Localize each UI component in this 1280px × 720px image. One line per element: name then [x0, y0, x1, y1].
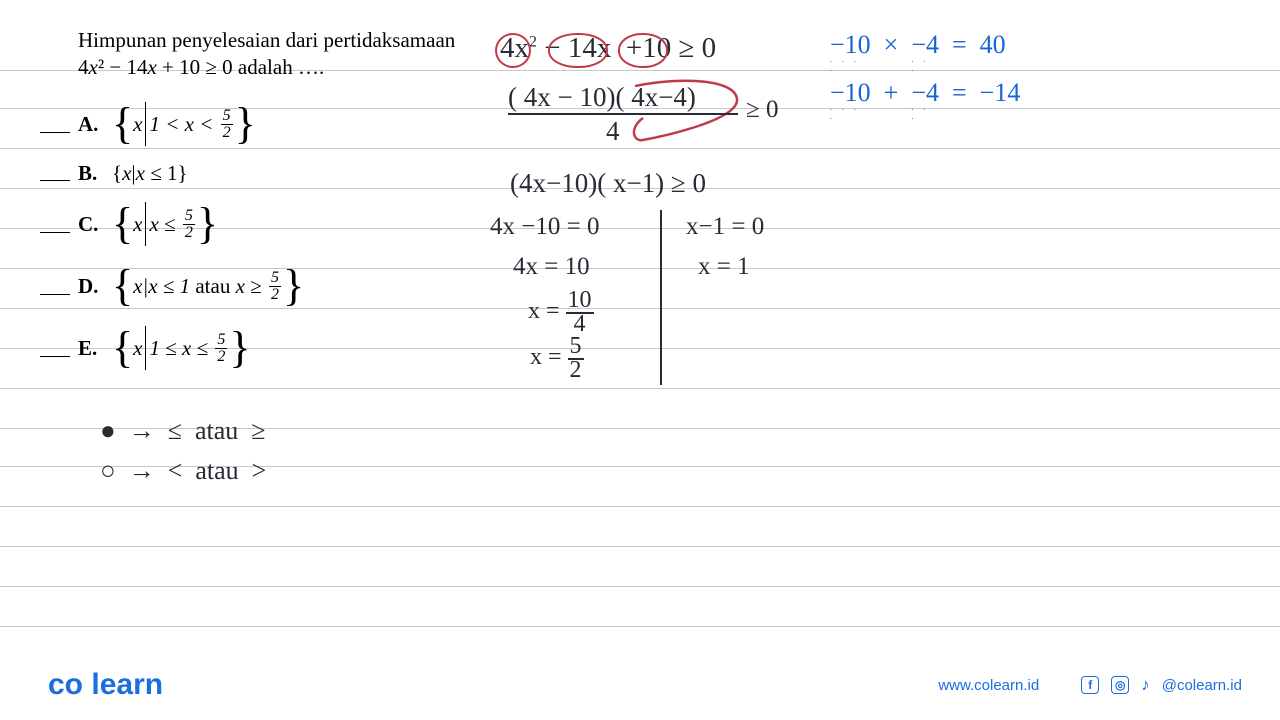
- hw-blue2: −10. . . . + −4. . . = −14: [830, 78, 1020, 108]
- red-circle-3: [618, 33, 668, 68]
- hw-ge0-1: ≥ 0: [746, 96, 778, 124]
- hw-c2-1: x = 1: [698, 253, 750, 281]
- red-circle-1: [495, 33, 531, 68]
- logo: co learn: [48, 668, 163, 702]
- option-b: B. {x|x ≤ 1}: [78, 153, 304, 193]
- question-line1: Himpunan penyelesaian dari pertidaksamaa…: [78, 28, 455, 53]
- hw-legend2: ○ → < atau >: [100, 456, 266, 486]
- options-block: A. { x1 < x < 52 } B. {x|x ≤ 1} C. { xx …: [78, 95, 304, 377]
- option-c-cond: x ≤: [149, 212, 180, 237]
- option-e: E. { x1 ≤ x ≤ 52 }: [78, 319, 304, 377]
- hw-legend1: ● → ≤ atau ≥: [100, 416, 266, 446]
- footer-handle: @colearn.id: [1162, 677, 1242, 694]
- question-line2: 4x² − 14x + 10 ≥ 0 adalah ….: [78, 55, 455, 80]
- red-loop-icon: [625, 78, 755, 156]
- tiktok-icon: ♪: [1141, 675, 1150, 695]
- facebook-icon: f: [1081, 676, 1099, 694]
- hw-c1-0: 4x −10 = 0: [490, 213, 599, 241]
- hw-expr1: 4x2 − 14x +10 ≥ 0: [500, 32, 716, 65]
- instagram-icon: ◎: [1111, 676, 1129, 694]
- option-d-cond: x ≤ 1 atau x ≥: [148, 274, 267, 299]
- option-a: A. { x1 < x < 52 }: [78, 95, 304, 153]
- option-e-cond: 1 ≤ x ≤: [149, 336, 213, 361]
- hw-c1-1: 4x = 10: [513, 253, 590, 281]
- hw-c1-2: x = 104: [528, 290, 594, 335]
- option-a-cond: 1 < x <: [149, 112, 218, 137]
- hw-c1-3: x = 52: [530, 336, 584, 381]
- hw-denom: 4: [606, 116, 620, 147]
- footer: co learn www.colearn.id f ◎ ♪ @colearn.i…: [0, 668, 1280, 702]
- red-circle-2: [548, 33, 608, 68]
- question-block: Himpunan penyelesaian dari pertidaksamaa…: [78, 28, 455, 80]
- footer-url: www.colearn.id: [938, 677, 1039, 694]
- hw-c2-0: x−1 = 0: [686, 213, 764, 241]
- hw-factored2: (4x−10)( x−1) ≥ 0: [510, 168, 706, 199]
- hw-fracline: [508, 113, 738, 115]
- hw-blue1: −10. . . . × −4. . . = 40: [830, 30, 1006, 60]
- option-c: C. { xx ≤ 52 }: [78, 195, 304, 253]
- option-d: D. { x|x ≤ 1 atau x ≥ 52 }: [78, 257, 304, 315]
- footer-right: www.colearn.id f ◎ ♪ @colearn.id: [938, 675, 1242, 695]
- hw-divider: [660, 210, 662, 385]
